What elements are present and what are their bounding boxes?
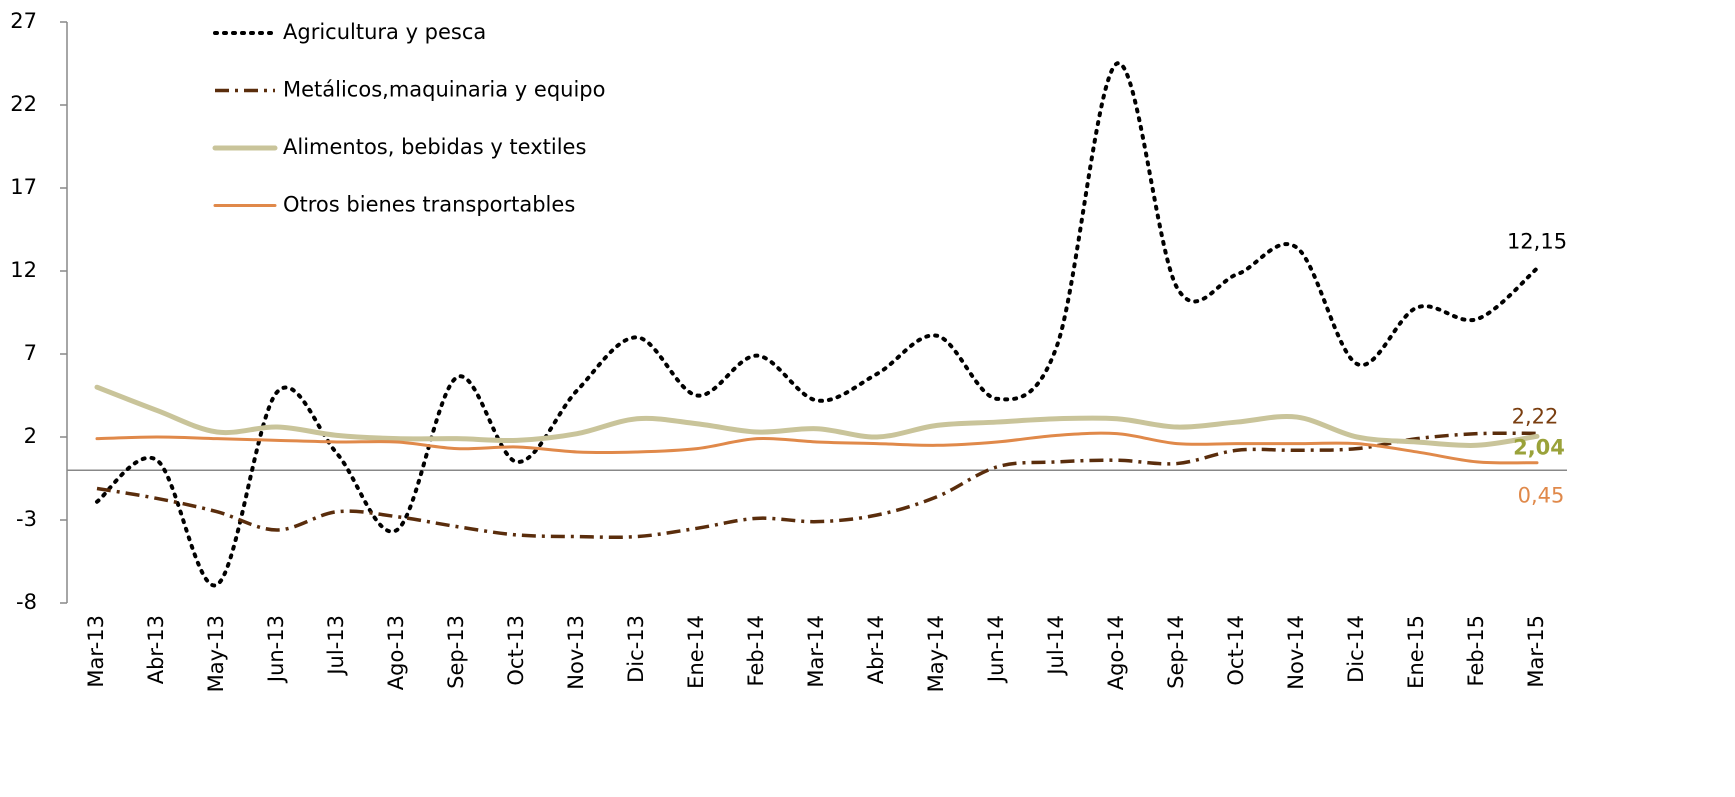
legend-label: Alimentos, bebidas y textiles [283,135,586,159]
y-tick-label: 17 [10,175,37,199]
y-tick-label: 22 [10,92,37,116]
series-line [94,384,1540,448]
x-tick-label: Sep-14 [1164,615,1188,689]
x-tick-label: Jul-14 [1044,615,1068,677]
x-tick-label: Mar-15 [1524,615,1548,688]
x-tick-label: Mar-13 [84,615,108,688]
x-tick-label: Jun-14 [984,615,1008,684]
x-tick-label: Sep-13 [444,615,468,689]
data-label: 2,04 [1513,435,1565,459]
x-tick-label: Mar-14 [804,615,828,688]
y-tick-label: 2 [24,424,37,448]
x-tick-label: Ene-15 [1404,615,1428,689]
x-tick-label: Oct-14 [1224,615,1248,686]
series-line [95,431,1539,465]
x-tick-label: Feb-14 [744,615,768,686]
data-label: 2,22 [1512,404,1559,428]
x-tick-label: Dic-13 [624,615,648,683]
x-tick-label: Ago-14 [1104,615,1128,690]
series-line [96,431,1538,540]
x-tick-label: Ene-14 [684,615,708,689]
x-tick-label: Jun-13 [264,615,288,684]
y-tick-label: -8 [16,590,37,614]
x-tick-label: Feb-15 [1464,615,1488,686]
x-tick-label: Nov-14 [1284,615,1308,690]
x-tick-label: May-13 [204,615,228,692]
y-tick-label: 12 [10,258,37,282]
x-tick-label: Dic-14 [1344,615,1368,683]
x-tick-label: Abr-14 [864,615,888,684]
x-tick-label: Ago-13 [384,615,408,690]
x-tick-label: Oct-13 [504,615,528,686]
x-tick-label: Nov-13 [564,615,588,690]
legend-label: Otros bienes transportables [283,193,575,217]
y-tick-label: 7 [24,341,37,365]
x-tick-label: Jul-13 [324,615,348,677]
data-label: 0,45 [1518,484,1565,508]
x-tick-label: Abr-13 [144,615,168,684]
legend-label: Agricultura y pesca [283,20,486,44]
x-tick-label: May-14 [924,615,948,692]
data-label: 12,15 [1507,230,1567,254]
series-line [95,61,1539,588]
y-tick-label: -3 [16,507,37,531]
legend-label: Metálicos,maquinaria y equipo [283,78,606,102]
y-tick-label: 27 [10,9,37,33]
